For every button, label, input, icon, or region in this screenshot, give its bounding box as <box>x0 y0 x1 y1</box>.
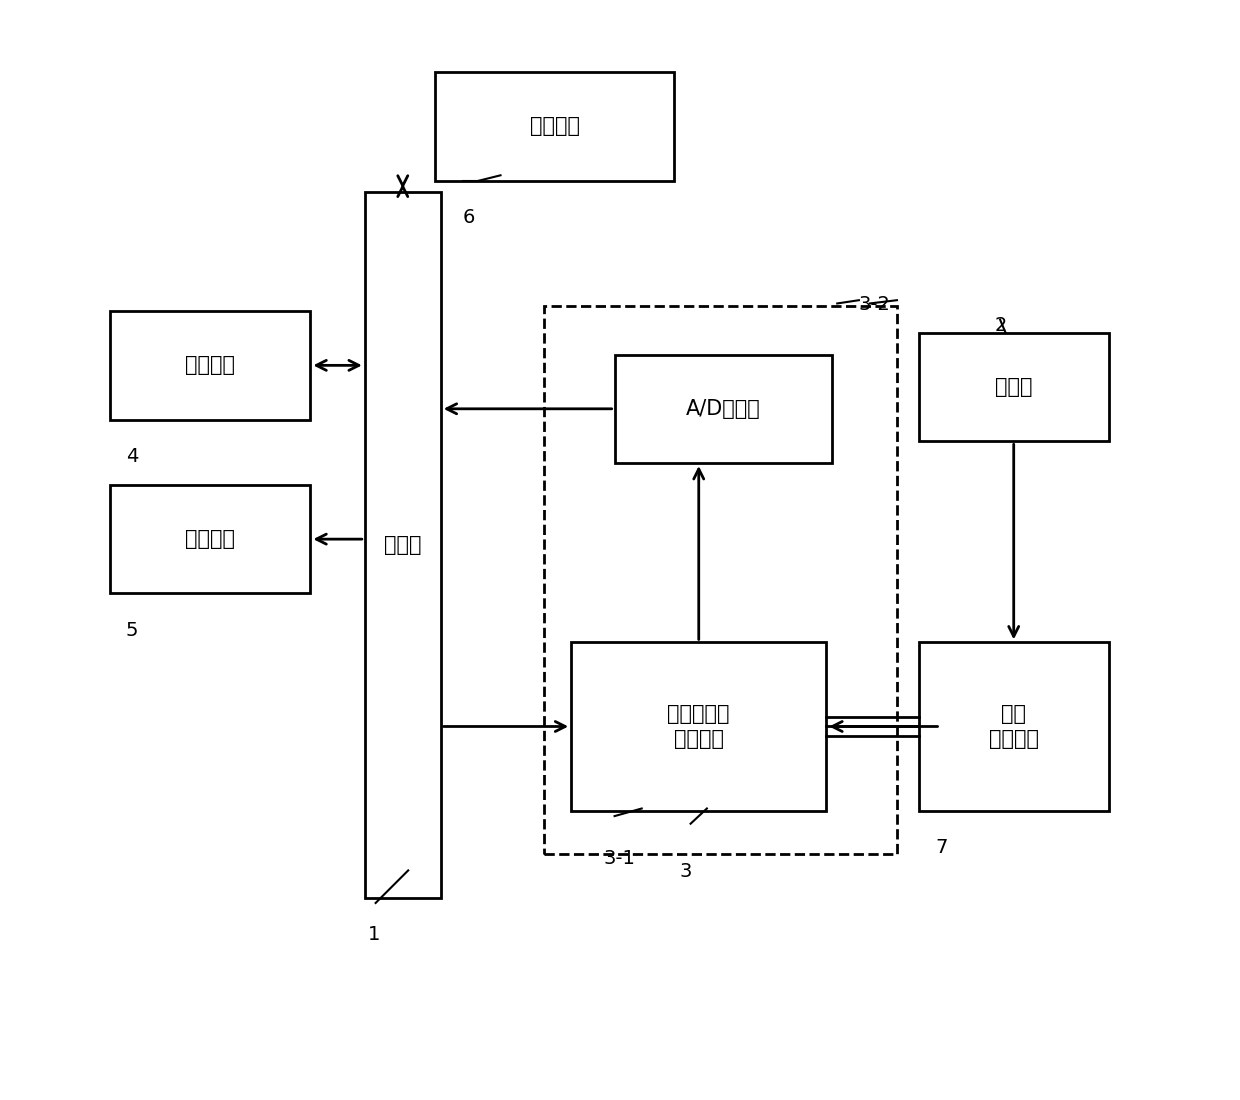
Bar <box>435 73 675 180</box>
Text: 3-1: 3-1 <box>604 849 636 868</box>
Text: 2: 2 <box>994 317 1007 336</box>
Text: 3-2: 3-2 <box>859 295 890 313</box>
Text: 电池组: 电池组 <box>994 377 1033 397</box>
Bar <box>109 485 310 593</box>
Text: A/D转换器: A/D转换器 <box>686 399 760 419</box>
Text: 3: 3 <box>680 861 692 881</box>
Text: 7: 7 <box>935 838 947 857</box>
Text: 多通道模拟
开关模块: 多通道模拟 开关模块 <box>667 704 730 749</box>
Text: 主控器: 主控器 <box>384 535 422 554</box>
Text: 存储模块: 存储模块 <box>185 529 236 549</box>
Bar <box>544 306 897 854</box>
Text: 5: 5 <box>125 620 139 639</box>
Bar <box>919 333 1109 441</box>
Text: 6: 6 <box>463 208 475 227</box>
Bar <box>615 354 832 463</box>
Bar <box>919 642 1109 811</box>
Text: 多路
分压模块: 多路 分压模块 <box>988 704 1039 749</box>
Text: 监测主机: 监测主机 <box>529 117 580 136</box>
Text: 1: 1 <box>368 925 381 944</box>
Bar <box>109 311 310 420</box>
Text: 显示模块: 显示模块 <box>185 355 236 375</box>
Text: 4: 4 <box>125 447 138 465</box>
Bar <box>365 191 440 898</box>
Bar <box>572 642 826 811</box>
